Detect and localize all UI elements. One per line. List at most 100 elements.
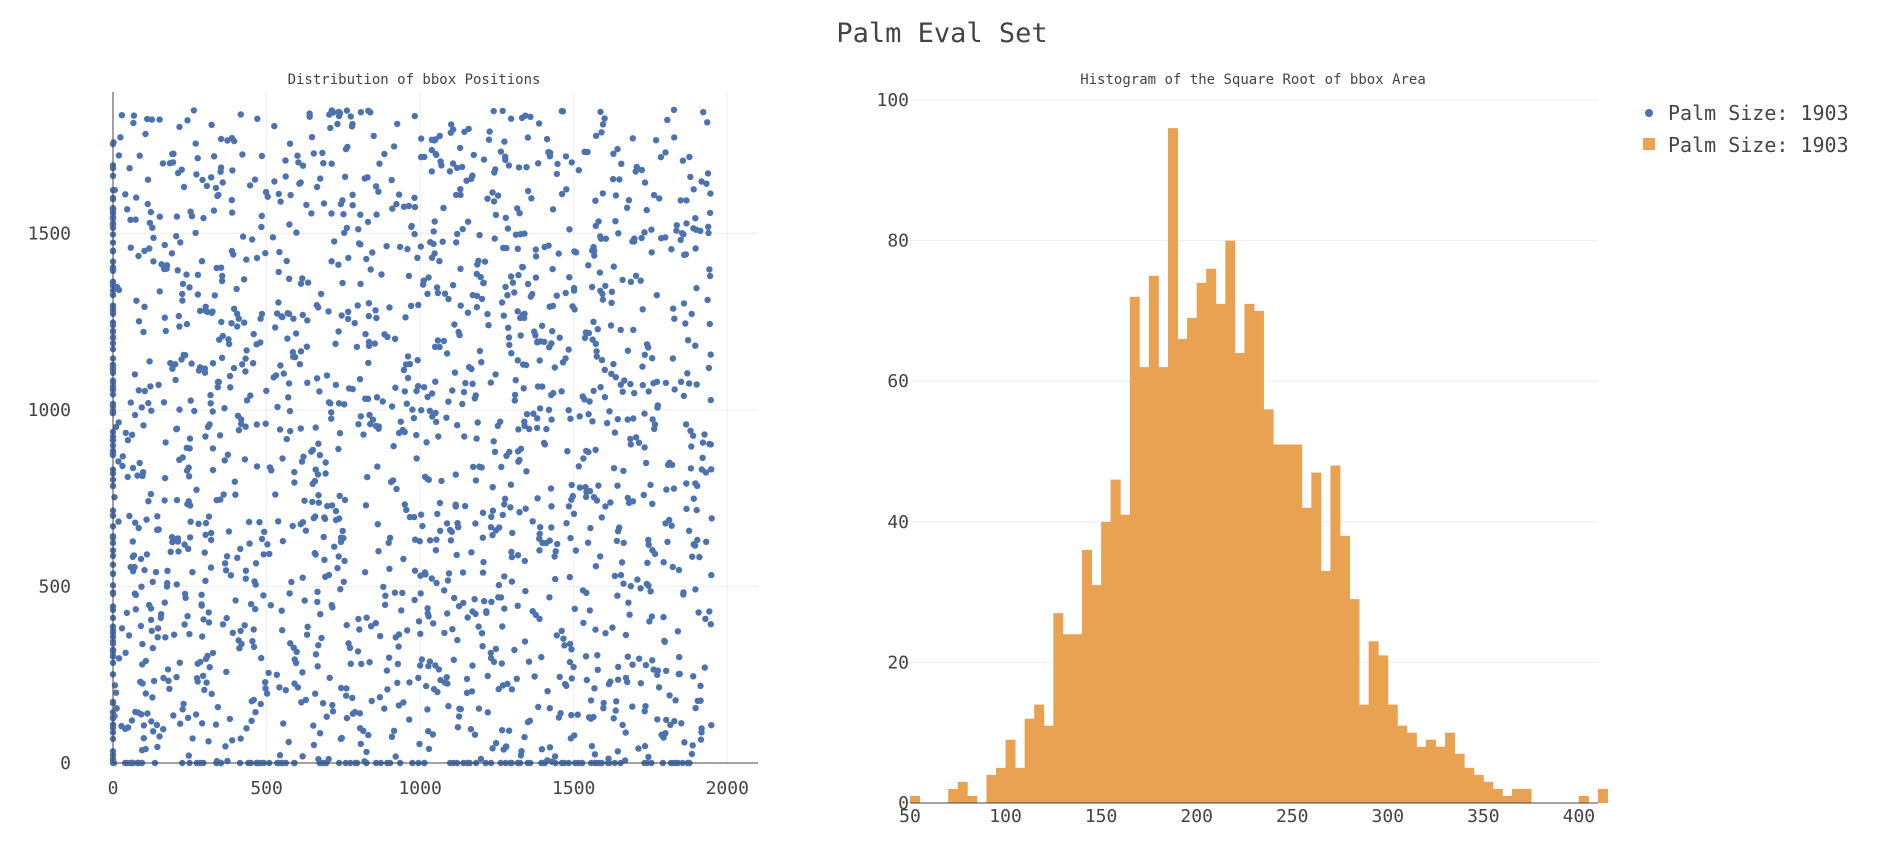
- scatter-point: [365, 342, 373, 350]
- scatter-point: [292, 330, 300, 337]
- scatter-point: [436, 343, 443, 351]
- scatter-point: [529, 290, 536, 298]
- scatter-point: [565, 407, 572, 414]
- scatter-point: [698, 729, 705, 736]
- scatter-point: [390, 727, 398, 734]
- scatter-point: [161, 599, 168, 606]
- scatter-point: [500, 244, 507, 252]
- scatter-point: [655, 684, 663, 691]
- scatter-point: [132, 216, 139, 223]
- scatter-point: [555, 250, 562, 257]
- scatter-point: [170, 631, 178, 638]
- scatter-point: [379, 398, 386, 405]
- histogram-bar: [1024, 718, 1035, 803]
- scatter-point: [187, 518, 194, 525]
- scatter-point: [526, 425, 533, 433]
- scatter-point: [218, 318, 225, 326]
- legend-item-scatter[interactable]: Palm Size: 1903: [1645, 101, 1849, 125]
- scatter-point: [205, 619, 213, 626]
- scatter-point: [590, 713, 597, 721]
- scatter-point: [130, 112, 138, 119]
- scatter-point: [146, 219, 154, 227]
- scatter-point: [242, 575, 249, 582]
- scatter-point: [662, 520, 669, 527]
- scatter-point: [136, 152, 143, 159]
- histogram-bar: [948, 788, 959, 803]
- scatter-point: [620, 467, 627, 475]
- scatter-point: [656, 195, 663, 202]
- scatter-point: [375, 423, 382, 430]
- scatter-point: [178, 166, 185, 173]
- scatter-point: [618, 559, 626, 566]
- scatter-point: [521, 557, 528, 565]
- scatter-point: [582, 653, 590, 660]
- scatter-point: [173, 496, 181, 504]
- scatter-point: [469, 662, 476, 669]
- scatter-x-tick-label: 500: [250, 778, 283, 799]
- histogram-y-tick-label: 60: [887, 371, 909, 392]
- scatter-point: [522, 361, 530, 369]
- scatter-point: [173, 426, 180, 433]
- scatter-point: [433, 418, 440, 426]
- scatter-point: [202, 519, 210, 527]
- scatter-point: [155, 526, 162, 533]
- scatter-point: [673, 222, 680, 229]
- scatter-point: [693, 381, 700, 388]
- scatter-point: [614, 416, 621, 423]
- scatter-point: [453, 164, 461, 171]
- scatter-point: [363, 614, 370, 621]
- scatter-point: [381, 601, 389, 608]
- scatter-point: [128, 717, 136, 724]
- scatter-point: [512, 377, 519, 384]
- scatter-point: [263, 690, 271, 697]
- scatter-point: [381, 705, 388, 712]
- scatter-point: [179, 280, 187, 288]
- scatter-point: [134, 472, 141, 479]
- scatter-point: [689, 742, 696, 749]
- scatter-point: [176, 406, 183, 413]
- scatter-point: [257, 700, 264, 708]
- scatter-point: [454, 724, 462, 731]
- scatter-point: [243, 397, 251, 404]
- scatter-point: [297, 348, 305, 355]
- scatter-point: [548, 524, 555, 531]
- scatter-point: [607, 499, 614, 506]
- scatter-point: [391, 589, 399, 596]
- scatter-point: [484, 709, 491, 716]
- scatter-point: [663, 716, 670, 724]
- scatter-point: [357, 280, 364, 288]
- scatter-point: [272, 491, 279, 498]
- scatter-point: [451, 594, 458, 602]
- scatter-title: Distribution of bbox Positions: [288, 72, 541, 88]
- legend-item-histogram[interactable]: Palm Size: 1903: [1643, 133, 1849, 157]
- scatter-point: [597, 233, 604, 240]
- scatter-point: [622, 631, 630, 639]
- scatter-point: [680, 300, 688, 307]
- scatter-point: [440, 204, 447, 212]
- scatter-point: [175, 548, 182, 555]
- scatter-point: [176, 659, 183, 666]
- scatter-point: [487, 654, 495, 662]
- scatter-point: [235, 315, 242, 322]
- scatter-point: [563, 186, 570, 193]
- scatter-point: [662, 149, 669, 156]
- scatter-point: [124, 437, 132, 444]
- scatter-point: [538, 653, 545, 661]
- scatter-point: [651, 421, 659, 428]
- scatter-point: [615, 230, 622, 237]
- scatter-point: [194, 155, 201, 162]
- scatter-point: [411, 194, 418, 201]
- scatter-point: [201, 365, 209, 372]
- scatter-point: [286, 221, 293, 228]
- legend[interactable]: Palm Size: 1903 Palm Size: 1903: [1643, 101, 1849, 157]
- scatter-point: [387, 478, 395, 486]
- scatter-point: [688, 750, 696, 758]
- scatter-point: [679, 230, 686, 237]
- scatter-point: [178, 356, 185, 363]
- scatter-point: [624, 653, 631, 660]
- scatter-point: [444, 610, 451, 617]
- scatter-point: [443, 674, 450, 681]
- scatter-point: [694, 697, 701, 705]
- scatter-point: [164, 666, 172, 673]
- histogram-bar: [1368, 641, 1379, 803]
